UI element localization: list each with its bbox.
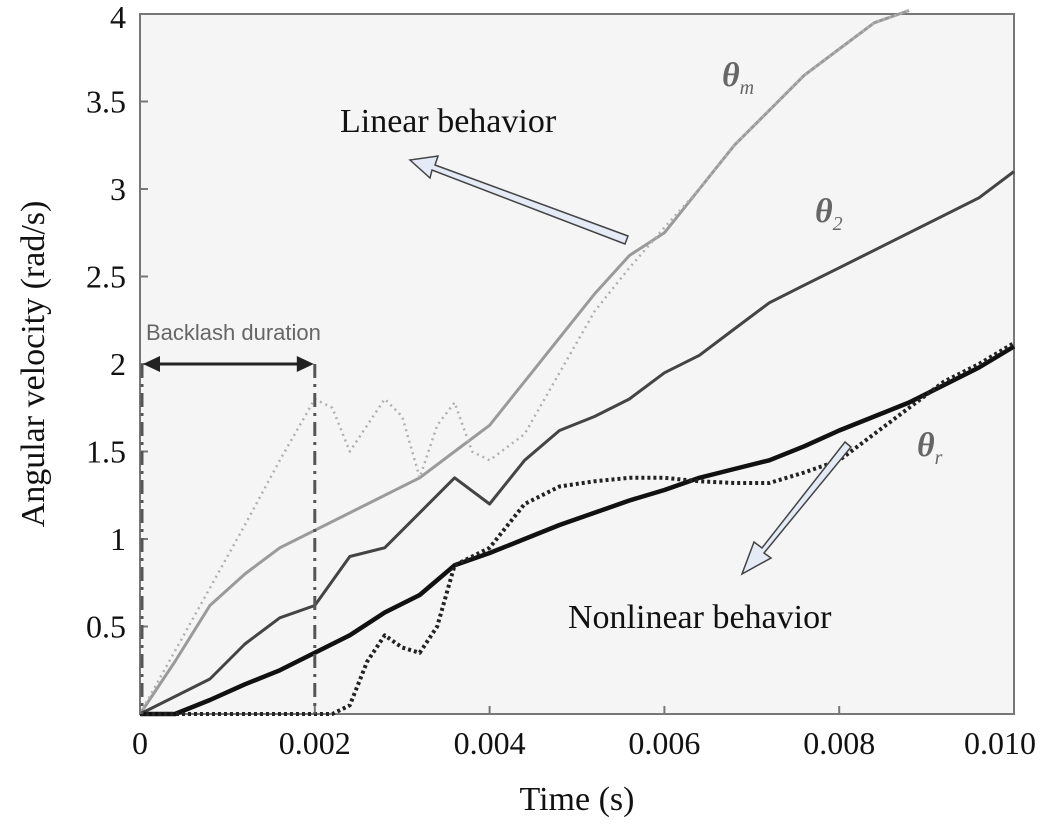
y-tick-label: 2 bbox=[110, 346, 126, 382]
y-axis-title: Angular velocity (rad/s) bbox=[15, 201, 52, 528]
nonlinear-behavior-label: Nonlinear behavior bbox=[568, 599, 832, 636]
theta-2-label: θ2 bbox=[815, 193, 843, 235]
x-tick-label: 0.002 bbox=[279, 725, 351, 761]
y-tick-label: 4 bbox=[110, 0, 126, 35]
theta-r-label: θr bbox=[917, 427, 943, 469]
backlash-label: Backlash duration bbox=[146, 320, 321, 345]
series-line-2 bbox=[139, 170, 1015, 716]
theta-m-label: θm bbox=[722, 57, 754, 99]
y-tick-label: 1.5 bbox=[86, 434, 126, 470]
backlash-arrowhead-left bbox=[143, 356, 160, 372]
ticks-layer: 0 0.002 0.004 0.006 0.008 0.010 0.5 1 1.5 2 2.5 3 3.… bbox=[86, 0, 1036, 761]
y-tick-label: 1 bbox=[110, 521, 126, 557]
linear-arrow bbox=[408, 155, 629, 245]
series-line-4 bbox=[140, 341, 1016, 716]
x-tick-label: 0.010 bbox=[964, 725, 1036, 761]
series-layer bbox=[138, 9, 1016, 717]
backlash-arrowhead-right bbox=[296, 356, 314, 372]
nonlinear-arrow bbox=[740, 440, 853, 576]
x-tick-label: 0.006 bbox=[628, 725, 700, 761]
series-line-1 bbox=[138, 9, 910, 715]
x-tick-label: 0.004 bbox=[454, 725, 526, 761]
linear-behavior-label: Linear behavior bbox=[340, 103, 557, 140]
series-line-3 bbox=[140, 344, 1016, 717]
series-line-0 bbox=[138, 9, 910, 715]
y-tick-label: 3.5 bbox=[86, 84, 126, 120]
y-tick-label: 3 bbox=[110, 171, 126, 207]
x-tick-label: 0.008 bbox=[803, 725, 875, 761]
y-tick-label: 0.5 bbox=[86, 609, 126, 645]
y-tick-label: 2.5 bbox=[86, 259, 126, 295]
x-tick-label: 0 bbox=[132, 725, 148, 761]
x-axis-title: Time (s) bbox=[520, 781, 635, 818]
